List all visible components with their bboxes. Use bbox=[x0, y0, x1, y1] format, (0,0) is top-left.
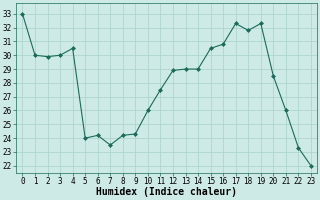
X-axis label: Humidex (Indice chaleur): Humidex (Indice chaleur) bbox=[96, 187, 237, 197]
